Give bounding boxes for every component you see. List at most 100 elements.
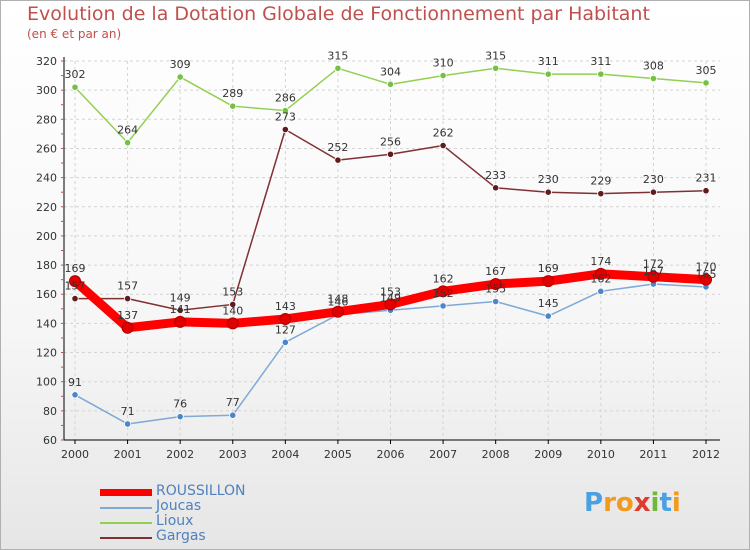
data-point-joucas: [597, 287, 605, 295]
data-label-joucas: 76: [173, 398, 187, 411]
data-label-lioux: 309: [170, 58, 191, 71]
data-point-gargas: [649, 188, 658, 196]
x-tick-label: 2002: [166, 448, 194, 461]
data-label-roussillon: 170: [696, 261, 717, 274]
data-point-lioux: [649, 74, 658, 83]
data-label-lioux: 315: [327, 49, 348, 62]
data-point-lioux: [71, 83, 79, 91]
logo-letter: r: [603, 488, 616, 518]
data-point-roussillon: [174, 315, 187, 328]
x-tick-label: 2012: [692, 448, 720, 461]
data-point-lioux: [386, 80, 395, 88]
data-point-lioux: [281, 106, 289, 115]
data-label-joucas: 152: [433, 287, 454, 300]
data-label-lioux: 315: [485, 49, 506, 62]
data-label-lioux: 311: [590, 55, 611, 68]
logo-letter: x: [633, 488, 651, 518]
data-label-joucas: 165: [696, 268, 717, 281]
x-tick-label: 2011: [639, 448, 667, 461]
data-point-gargas: [597, 190, 605, 198]
data-point-lioux: [597, 70, 605, 78]
data-point-roussillon: [437, 285, 450, 298]
data-label-lioux: 286: [275, 92, 296, 105]
x-tick-label: 2000: [61, 448, 89, 461]
legend-swatch: [100, 507, 152, 509]
data-point-gargas: [439, 141, 447, 150]
x-tick-label: 2001: [114, 448, 142, 461]
data-point-roussillon: [542, 275, 555, 288]
data-label-gargas: 149: [170, 291, 191, 304]
x-tick-label: 2007: [429, 448, 457, 461]
chart-subtitle: (en € et par an): [27, 27, 122, 41]
data-label-roussillon: 153: [380, 285, 401, 298]
y-tick-label: 160: [36, 288, 57, 301]
data-point-gargas: [702, 187, 710, 195]
data-point-lioux: [439, 71, 447, 80]
data-label-lioux: 305: [696, 64, 717, 77]
data-point-lioux: [544, 70, 552, 78]
data-point-roussillon: [647, 270, 660, 283]
legend-item-gargas: Gargas: [100, 528, 320, 545]
data-point-joucas: [176, 413, 184, 421]
data-label-gargas: 230: [643, 173, 664, 186]
data-label-joucas: 127: [275, 323, 296, 336]
data-label-lioux: 302: [65, 68, 86, 81]
y-tick-label: 200: [36, 230, 57, 243]
legend-label: Gargas: [156, 528, 206, 544]
data-point-lioux: [702, 79, 710, 87]
y-tick-label: 260: [36, 142, 57, 155]
x-tick-label: 2008: [482, 448, 510, 461]
data-label-lioux: 308: [643, 59, 664, 72]
data-point-gargas: [386, 150, 395, 158]
legend-swatch: [100, 489, 152, 496]
y-tick-label: 120: [36, 347, 57, 360]
data-label-gargas: 157: [117, 280, 138, 293]
data-point-roussillon: [331, 305, 344, 318]
data-point-gargas: [229, 300, 237, 309]
logo-letter: i: [650, 488, 660, 518]
legend-label: ROUSSILLON: [156, 483, 246, 499]
logo-letter: o: [615, 488, 634, 518]
data-point-joucas: [492, 297, 500, 306]
data-label-joucas: 149: [380, 291, 401, 304]
legend-item-roussillon: ROUSSILLON: [100, 483, 320, 500]
data-label-gargas: 157: [65, 280, 86, 293]
y-tick-label: 140: [36, 317, 57, 330]
data-point-joucas: [71, 391, 79, 399]
data-label-joucas: 77: [226, 396, 240, 409]
legend-label: Joucas: [156, 498, 202, 514]
data-label-lioux: 304: [380, 65, 401, 78]
data-point-roussillon: [384, 298, 397, 311]
data-point-roussillon: [700, 273, 712, 286]
data-label-roussillon: 172: [643, 258, 664, 271]
data-label-roussillon: 169: [538, 262, 559, 275]
data-label-joucas: 167: [643, 265, 664, 278]
data-label-joucas: 146: [327, 296, 348, 309]
data-point-joucas: [281, 338, 289, 346]
data-label-gargas: 230: [538, 173, 559, 186]
legend-swatch: [100, 522, 152, 524]
data-label-roussillon: 137: [117, 309, 138, 322]
proxiti-logo: Proxiti: [584, 488, 681, 518]
data-label-lioux: 264: [117, 124, 138, 137]
y-tick-label: 100: [36, 376, 57, 389]
x-tick-label: 2009: [534, 448, 562, 461]
data-point-gargas: [71, 295, 79, 303]
y-tick-label: 280: [36, 113, 57, 126]
data-point-gargas: [334, 156, 342, 164]
data-label-roussillon: 141: [170, 303, 191, 316]
data-point-joucas: [123, 420, 132, 428]
data-point-roussillon: [69, 275, 81, 288]
data-label-gargas: 262: [433, 127, 454, 140]
data-label-joucas: 71: [121, 405, 135, 418]
x-tick-label: 2006: [377, 448, 405, 461]
data-label-lioux: 289: [222, 87, 243, 100]
x-tick-label: 2003: [219, 448, 247, 461]
data-point-gargas: [281, 125, 289, 134]
chart-title: Evolution de la Dotation Globale de Fonc…: [27, 3, 650, 25]
legend-swatch: [100, 537, 152, 539]
data-label-joucas: 155: [485, 283, 506, 296]
data-label-gargas: 231: [696, 172, 717, 185]
data-label-gargas: 256: [380, 135, 401, 148]
